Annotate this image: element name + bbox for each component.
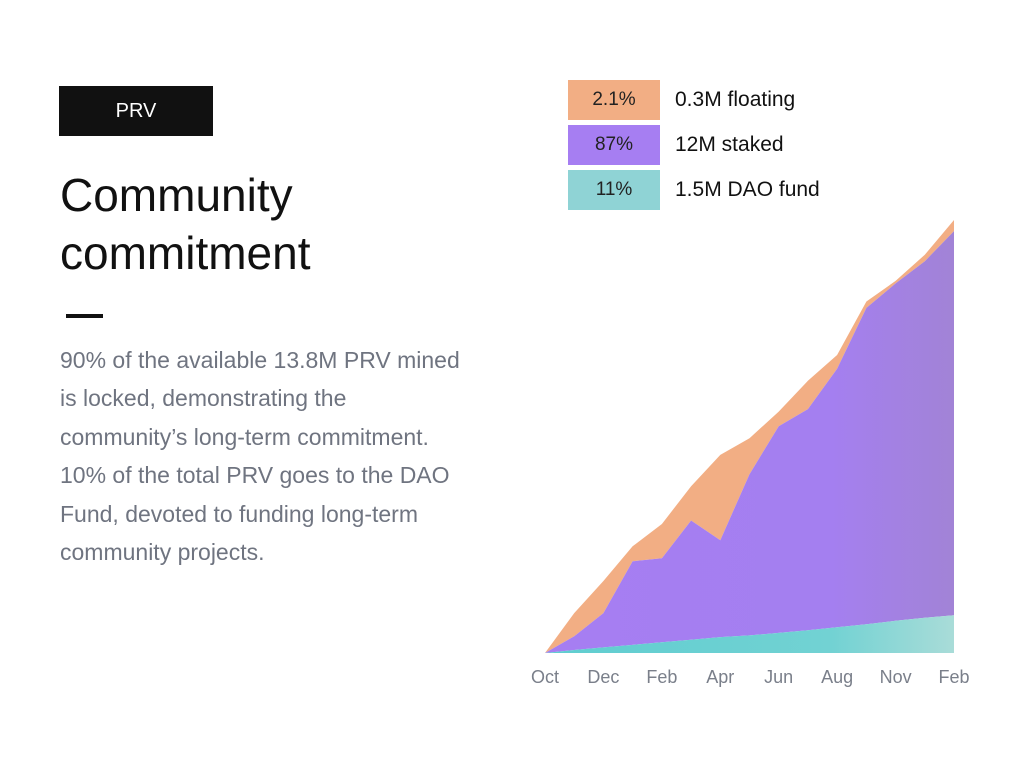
x-tick-label: Feb: [938, 667, 969, 687]
stacked-area-chart: Oct Dec Feb Apr Jun Aug Nov Feb: [531, 220, 970, 687]
x-tick-label: Apr: [706, 667, 734, 687]
legend-pct-dao-fund: 11%: [595, 179, 633, 200]
legend-item-dao-fund: 11% 1.5M DAO fund: [568, 170, 968, 210]
page-title: Community commitment: [60, 166, 480, 282]
x-tick-label: Dec: [587, 667, 619, 687]
description-text: 90% of the available 13.8M PRV mined is …: [60, 347, 460, 566]
title-line-1: Community: [60, 169, 293, 221]
legend-swatch-staked: 87%: [568, 125, 660, 165]
x-tick-label: Aug: [821, 667, 853, 687]
area-dao-fund: [545, 615, 954, 653]
x-tick-label: Jun: [764, 667, 793, 687]
x-tick-label: Feb: [646, 667, 677, 687]
legend-label-floating: 0.3M floating: [675, 88, 796, 111]
legend-swatch-floating: 2.1%: [568, 80, 660, 120]
legend-label-staked: 12M staked: [675, 133, 784, 156]
legend-item-staked: 87% 12M staked: [568, 125, 968, 165]
legend-label-dao-fund: 1.5M DAO fund: [675, 178, 820, 201]
legend-pct-floating: 2.1%: [592, 89, 636, 110]
title-line-2: commitment: [60, 227, 311, 279]
legend-swatch-dao-fund: 11%: [568, 170, 660, 210]
title-divider: [66, 314, 103, 318]
chart-areas: [545, 220, 954, 653]
x-tick-label: Oct: [531, 667, 559, 687]
area-staked: [545, 231, 954, 653]
legend-pct-staked: 87%: [594, 134, 634, 155]
legend-item-floating: 2.1% 0.3M floating: [568, 80, 968, 120]
area-floating: [545, 220, 954, 653]
token-tag-label: PRV: [115, 99, 157, 122]
x-axis-ticks: Oct Dec Feb Apr Jun Aug Nov Feb: [531, 667, 970, 687]
token-tag: PRV: [59, 86, 213, 136]
x-tick-label: Nov: [880, 667, 912, 687]
